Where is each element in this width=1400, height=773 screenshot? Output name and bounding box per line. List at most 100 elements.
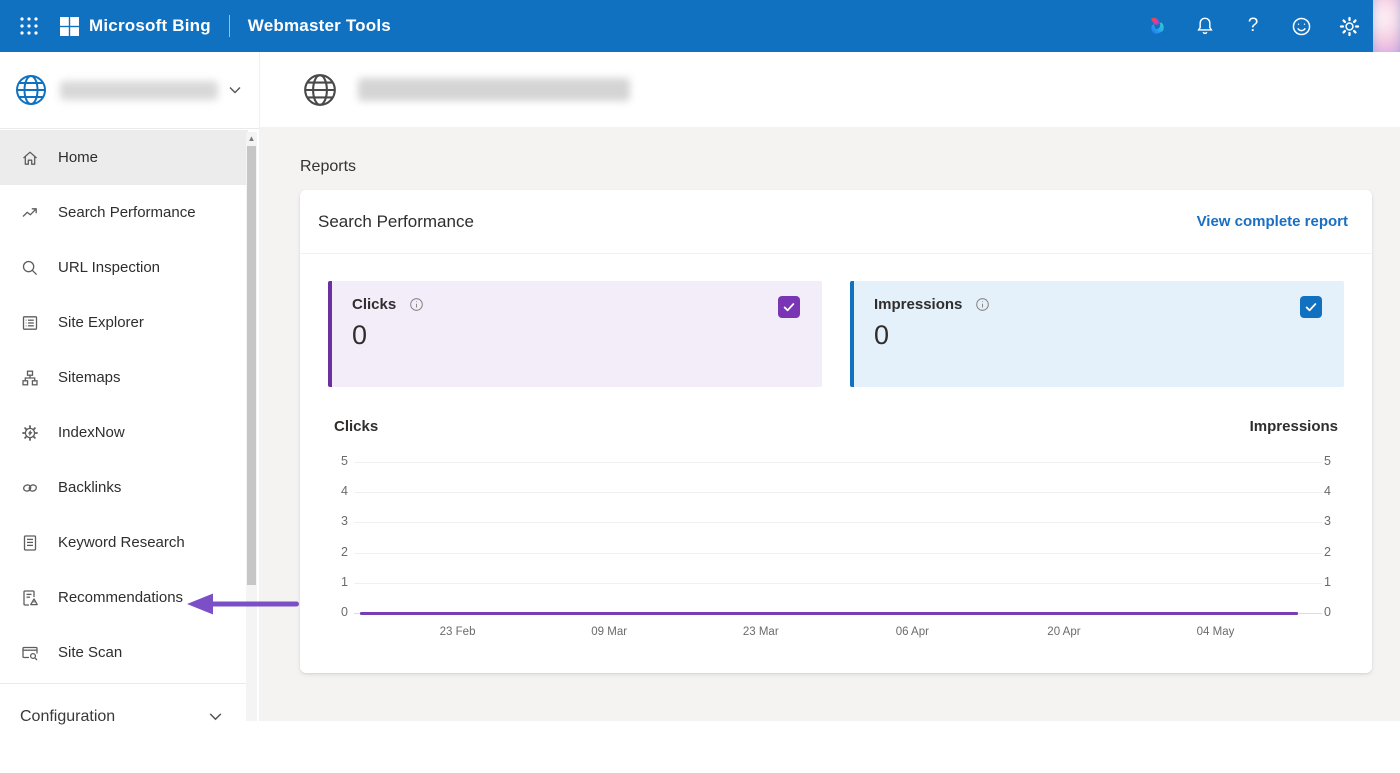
y-axis-tick: 1	[1324, 574, 1331, 589]
left-axis-title: Clicks	[334, 418, 379, 435]
microsoft-logo-icon	[60, 16, 79, 36]
indexnow-gear-icon	[20, 423, 40, 443]
y-axis-tick: 4	[341, 484, 348, 499]
info-icon[interactable]	[975, 297, 990, 312]
card-body: Clicks 0	[300, 281, 1372, 644]
x-axis-tick: 20 Apr	[1047, 626, 1081, 638]
app-frame: Home Search Performance	[0, 52, 1400, 725]
metric-value: 0	[874, 320, 890, 350]
sidebar-divider	[0, 683, 248, 684]
site-explorer-icon	[20, 313, 40, 333]
sidebar-item-label: Recommendations	[58, 589, 184, 606]
redacted-site-name	[60, 80, 218, 100]
section-label: Configuration	[20, 708, 116, 725]
y-axis-tick: 3	[341, 514, 348, 529]
brand-separator	[228, 15, 230, 37]
sidebar-item-recommendations[interactable]: Recommendations	[0, 570, 260, 625]
keyword-research-icon	[20, 533, 40, 553]
impressions-checkbox[interactable]	[1300, 296, 1322, 318]
performance-chart-plot[interactable]: 5 5 4 4 3 3 2 2 1 1 0 0	[328, 454, 1344, 619]
sidebar-item-label: Search Performance	[58, 204, 196, 221]
metric-value: 0	[352, 320, 368, 350]
info-icon[interactable]	[409, 297, 424, 312]
content-region: Reports Search Performance View complete…	[260, 127, 1400, 721]
x-axis-tick: 23 Feb	[439, 626, 476, 638]
view-complete-report-link[interactable]: View complete report	[1196, 213, 1348, 230]
gridline	[354, 582, 1322, 584]
sidebar-item-label: Sitemaps	[58, 369, 121, 386]
help-icon[interactable]: ?	[1247, 15, 1259, 36]
sidebar-item-label: Backlinks	[58, 479, 122, 496]
x-axis-tick: 23 Mar	[742, 626, 779, 638]
card-title: Search Performance	[318, 211, 474, 231]
main-area: Reports Search Performance View complete…	[260, 52, 1400, 721]
site-selector[interactable]	[0, 52, 259, 129]
sidebar-item-label: Home	[58, 149, 99, 166]
y-axis-tick: 2	[1324, 544, 1331, 559]
metric-label: Impressions	[874, 296, 963, 313]
sidebar-item-indexnow[interactable]: IndexNow	[0, 405, 260, 460]
y-axis-tick: 0	[341, 605, 348, 619]
waffle-icon[interactable]	[12, 9, 46, 43]
globe-icon	[302, 72, 338, 108]
sidebar-item-label: URL Inspection	[58, 259, 160, 276]
sidebar-section-configuration[interactable]: Configuration	[0, 684, 248, 773]
y-axis-tick: 5	[1324, 454, 1331, 468]
chevron-down-icon	[207, 708, 224, 725]
gridline	[354, 462, 1322, 463]
page-title: Reports	[300, 158, 357, 175]
backlinks-icon	[20, 478, 40, 498]
sidebar: Home Search Performance	[0, 52, 260, 725]
gridline	[354, 492, 1322, 494]
chart-x-axis-labels: 23 Feb 09 Mar 23 Mar 06 Apr 20 Apr 04 May	[328, 618, 1344, 644]
sidebar-item-backlinks[interactable]: Backlinks	[0, 460, 260, 515]
x-axis-tick: 04 May	[1196, 626, 1235, 638]
settings-gear-icon[interactable]	[1325, 0, 1373, 52]
y-axis-tick: 4	[1324, 484, 1331, 499]
copilot-icon[interactable]	[1133, 0, 1181, 52]
sidebar-item-search-performance[interactable]: Search Performance	[0, 185, 260, 240]
notifications-icon[interactable]	[1181, 0, 1229, 52]
top-app-bar: Microsoft Bing Webmaster Tools	[0, 0, 1400, 52]
home-icon	[20, 148, 40, 168]
y-axis-tick: 5	[341, 454, 348, 468]
y-axis-tick: 2	[341, 544, 348, 559]
sidebar-item-keyword-research[interactable]: Keyword Research	[0, 515, 260, 570]
sidebar-item-url-inspection[interactable]: URL Inspection	[0, 240, 260, 295]
chart-axis-titles: Clicks Impressions	[328, 418, 1344, 435]
metric-tiles: Clicks 0	[328, 281, 1344, 387]
avatar[interactable]	[1373, 0, 1400, 52]
y-axis-tick: 3	[1324, 514, 1331, 529]
gridline	[354, 552, 1322, 554]
sidebar-item-label: IndexNow	[58, 424, 125, 441]
sidebar-item-site-explorer[interactable]: Site Explorer	[0, 295, 260, 350]
redacted-site-url	[358, 78, 630, 101]
sidebar-item-sitemaps[interactable]: Sitemaps	[0, 350, 260, 405]
recommendations-icon	[20, 588, 40, 608]
clicks-checkbox[interactable]	[778, 296, 800, 318]
brand-name: Microsoft Bing	[89, 16, 211, 35]
trending-up-icon	[20, 203, 40, 223]
scrollbar-up-arrow[interactable]: ▲	[247, 134, 256, 143]
globe-icon	[14, 73, 48, 107]
product-name: Webmaster Tools	[247, 16, 391, 35]
x-axis-tick: 06 Apr	[895, 626, 929, 638]
sitemap-icon	[20, 368, 40, 388]
site-header	[260, 52, 1400, 127]
chevron-down-icon	[227, 82, 243, 98]
scrollbar-thumb[interactable]	[247, 146, 256, 585]
sidebar-item-home[interactable]: Home	[0, 130, 248, 185]
magnifier-icon	[20, 258, 40, 278]
card-header: Search Performance View complete report	[300, 190, 1372, 254]
impressions-metric-tile: Impressions 0	[850, 281, 1344, 387]
gridline	[354, 522, 1322, 524]
brand-home-link[interactable]: Microsoft Bing	[60, 16, 211, 36]
clicks-metric-tile: Clicks 0	[328, 281, 822, 387]
x-axis-tick: 09 Mar	[591, 626, 628, 638]
right-axis-title: Impressions	[1249, 418, 1338, 435]
feedback-smiley-icon[interactable]	[1277, 0, 1325, 52]
metric-label: Clicks	[352, 296, 397, 313]
search-performance-card: Search Performance View complete report …	[300, 190, 1372, 673]
sidebar-item-site-scan[interactable]: Site Scan	[0, 625, 260, 680]
site-scan-icon	[20, 643, 40, 663]
